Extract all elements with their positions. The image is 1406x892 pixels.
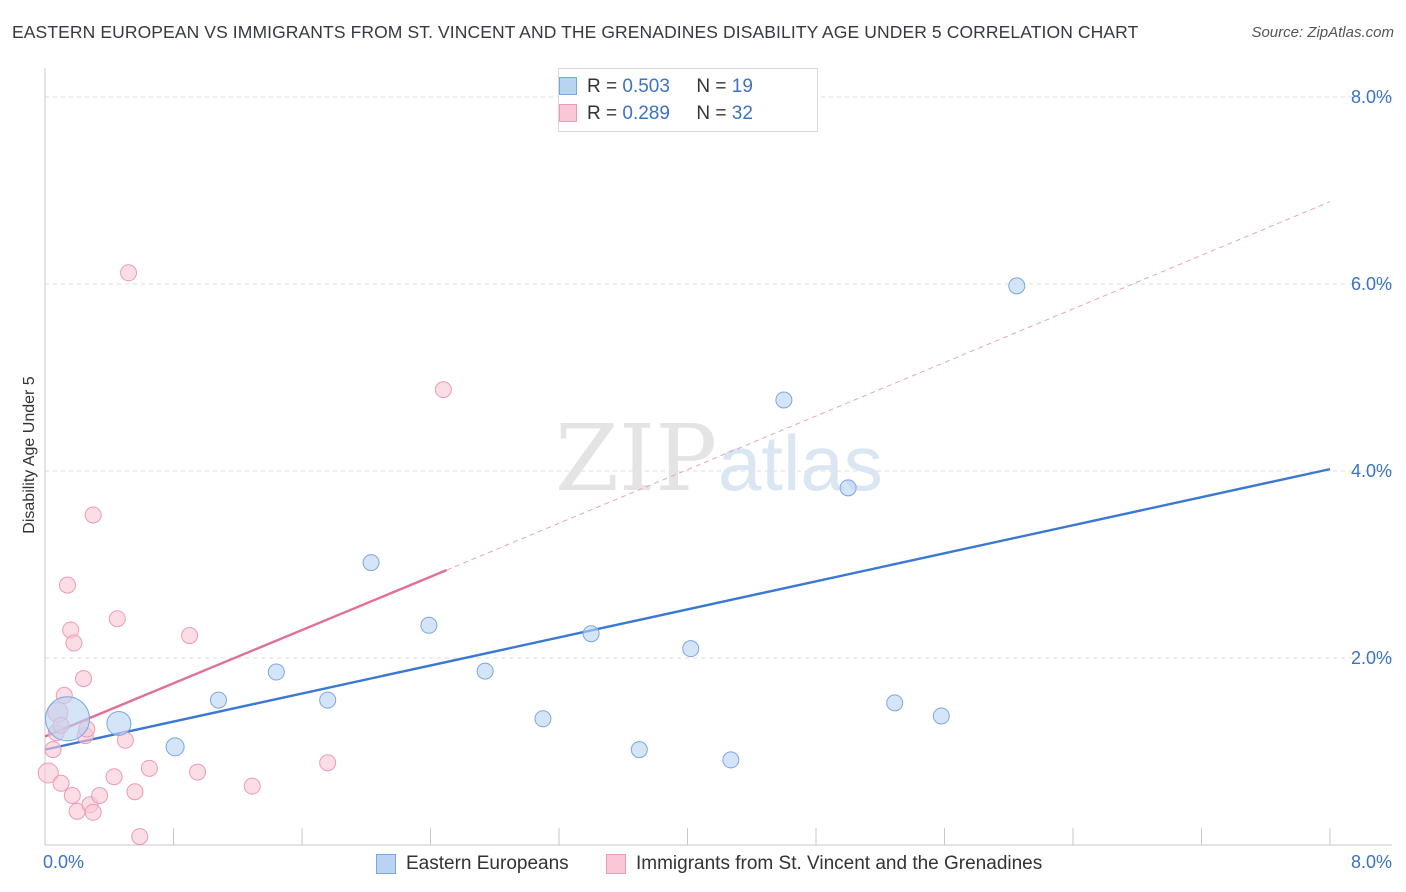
data-point [63,786,81,804]
series-name: Immigrants from St. Vincent and the Gren… [636,853,1043,874]
series-name: Eastern Europeans [406,853,569,874]
y-axis-label: Disability Age Under 5 [21,376,38,534]
data-point [932,707,950,725]
data-point [775,391,793,409]
watermark: ZIP atlas [555,405,883,512]
data-point [108,610,126,628]
trend-lines [44,201,1331,751]
data-point [65,634,83,652]
y-tick-label: 4.0% [1350,461,1392,481]
legend-n-label: N = [696,103,727,124]
legend-n-value: 19 [731,76,753,97]
watermark-atlas: atlas [718,419,883,507]
data-point [140,759,158,777]
data-point [181,627,199,645]
legend-r-value: 0.289 [622,103,670,124]
data-point [84,803,102,821]
data-point [362,554,380,572]
trend-line-0 [44,467,1331,751]
legend-swatch-pink [559,104,577,122]
series-legend-st-vincent[interactable]: Immigrants from St. Vincent and the Gren… [606,851,1042,877]
data-point [630,741,648,759]
data-point [267,663,285,681]
chart-title: EASTERN EUROPEAN VS IMMIGRANTS FROM ST. … [12,22,1139,42]
data-point [582,625,600,643]
y-tick-label: 6.0% [1350,274,1392,294]
data-point [58,576,76,594]
data-point [52,774,70,792]
series-swatch-pink [606,854,626,874]
data-point [839,479,857,497]
legend-n-value: 32 [731,103,753,124]
legend-r-value: 0.503 [622,76,670,97]
series-legend-eastern-europeans[interactable]: Eastern Europeans [376,851,569,877]
legend-swatch-blue [559,77,577,95]
data-point [44,696,90,742]
data-point [131,828,149,846]
series-swatch-blue [376,854,396,874]
data-point [209,691,227,709]
data-point [84,506,102,524]
y-tick-label: 8.0% [1350,87,1392,107]
data-point [534,710,552,728]
axes [44,68,1392,846]
data-point [105,768,123,786]
x-tick-label: 0.0% [43,852,85,872]
data-point [434,381,452,399]
watermark-zip: ZIP [555,405,717,512]
data-point [243,777,261,795]
legend-n-label: N = [696,76,727,97]
data-point [420,616,438,634]
data-point [319,754,337,772]
legend-row-eastern-europeans: R = 0.503 N = 19 [559,75,753,99]
data-point [106,710,132,736]
grid-lines [45,96,1392,659]
data-point [476,662,494,680]
legend-r-label: R = [587,103,618,124]
legend-row-st-vincent: R = 0.289 N = 32 [559,102,753,126]
data-point [722,751,740,769]
data-point [189,763,207,781]
data-points [37,264,1026,846]
data-point [886,694,904,712]
legend-r-label: R = [587,76,618,97]
data-point [44,741,62,759]
data-point [37,762,59,784]
data-point [682,640,700,658]
trend-line-1 [44,569,448,738]
x-tick-label: 8.0% [1350,852,1392,872]
data-point [1008,277,1026,295]
data-point [165,737,185,757]
trend-extension-1 [446,201,1331,571]
y-tick-label: 2.0% [1350,648,1392,668]
data-point [91,786,109,804]
source-label: Source: ZipAtlas.com [1251,24,1394,41]
data-point [126,783,144,801]
correlation-legend: R = 0.503 N = 19 R = 0.289 N = 32 [558,68,818,132]
data-point [75,670,93,688]
data-point [319,691,337,709]
data-point [120,264,138,282]
